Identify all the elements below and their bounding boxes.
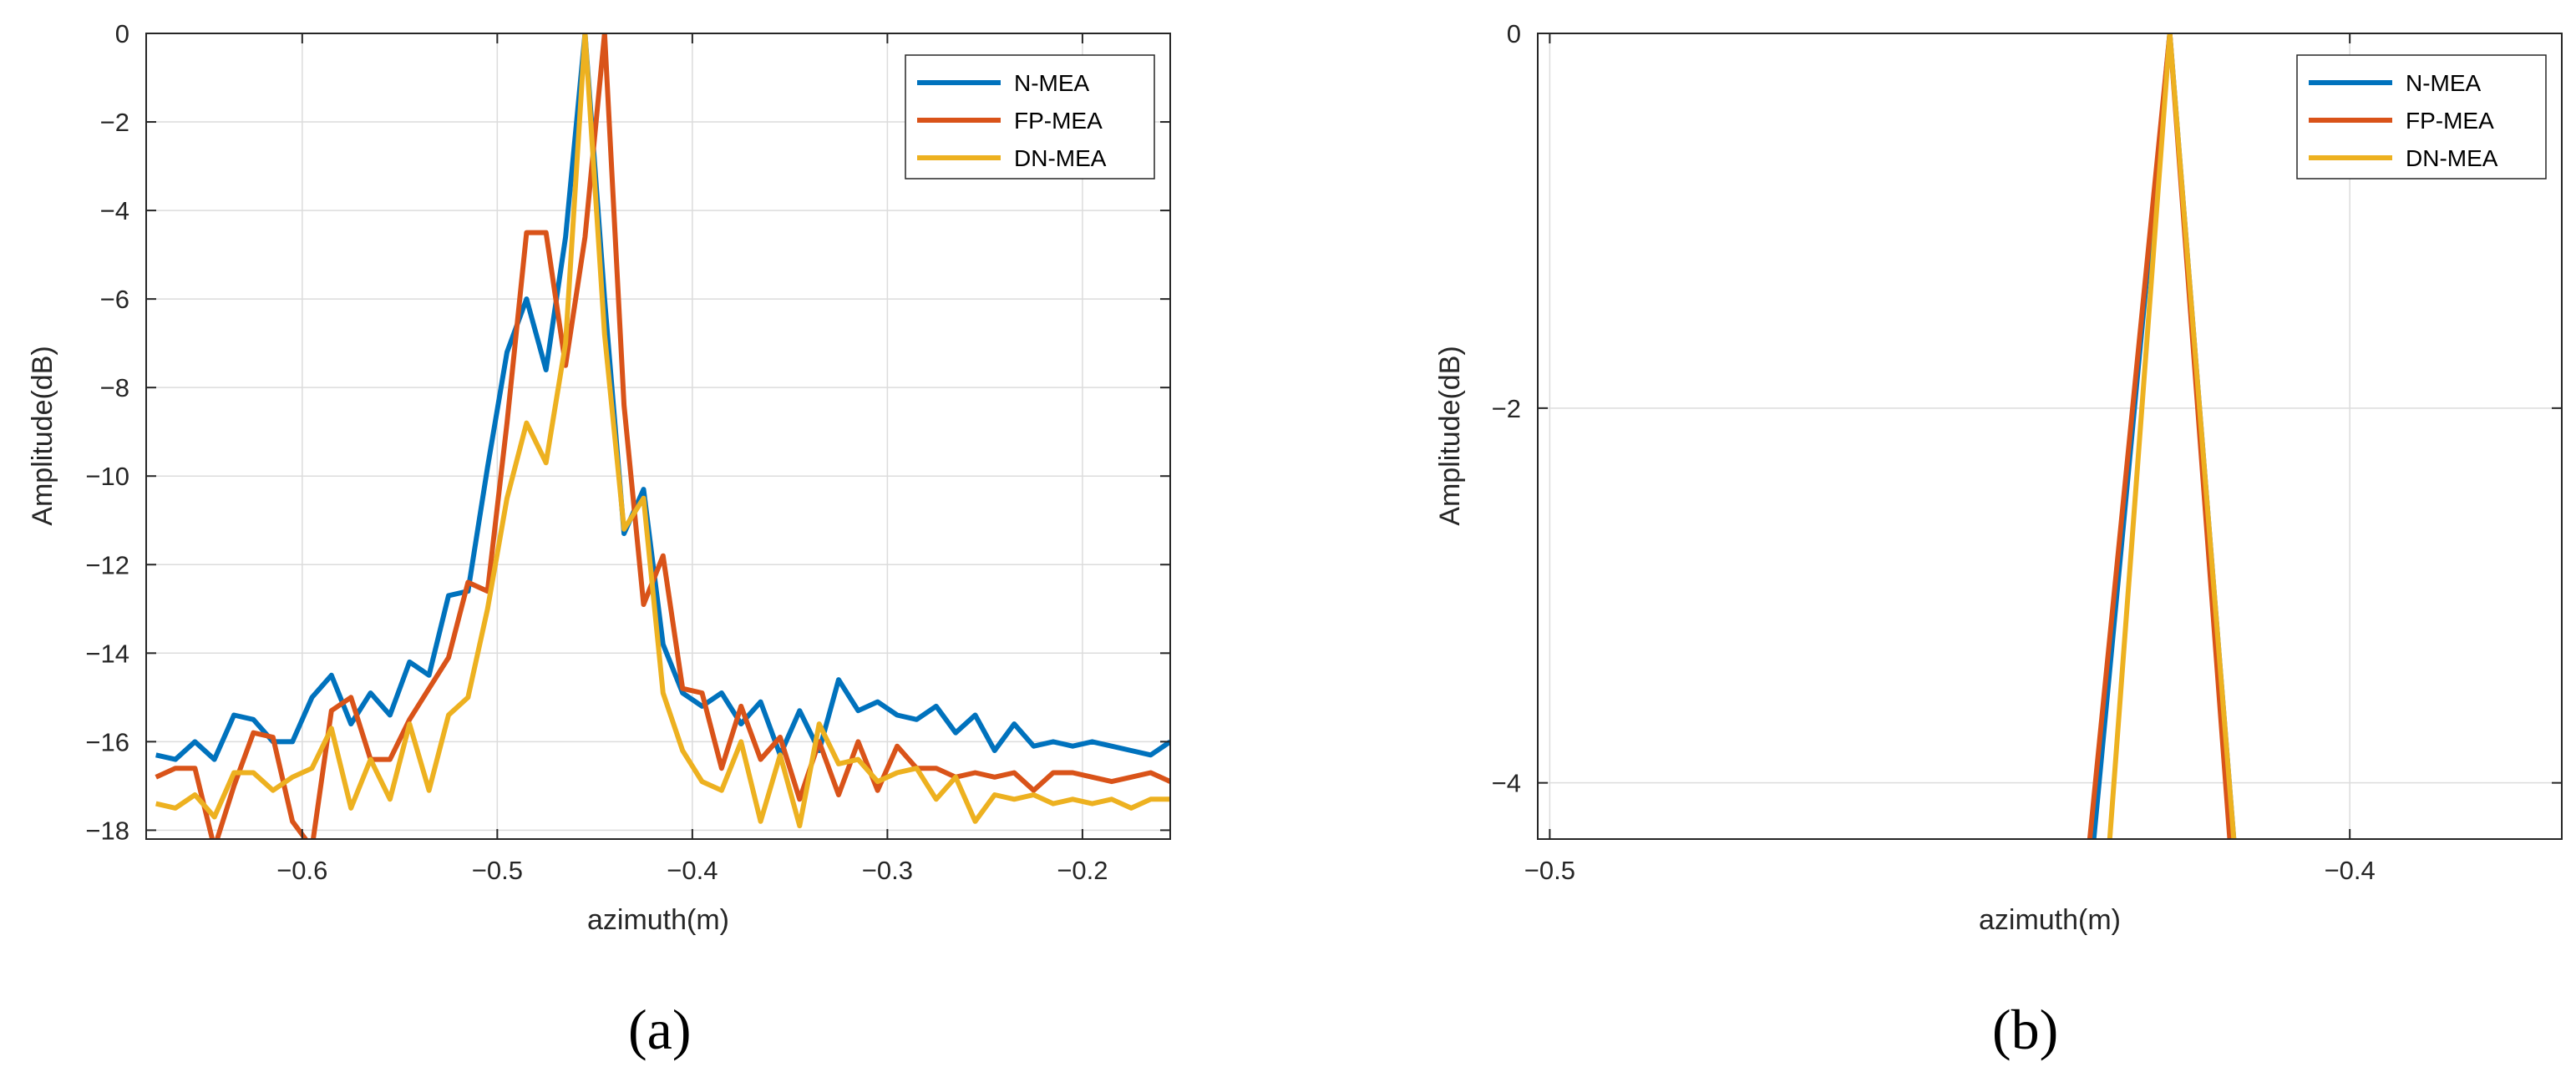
- x-tick-label: −0.3: [862, 856, 913, 885]
- y-tick-label: −16: [85, 727, 129, 756]
- x-tick-label: −0.6: [276, 856, 327, 885]
- x-tick-label: −0.4: [667, 856, 718, 885]
- series-lines-b: [2087, 33, 2237, 839]
- chart-panel-a: −0.6 −0.5 −0.4 −0.3 −0.2 0 −2 −4 −6 −8 −10 −12 −14 −1…: [27, 19, 1171, 1061]
- series-group: [155, 33, 1170, 839]
- y-tick-label: −14: [85, 639, 129, 668]
- y-tick-label: −10: [85, 462, 129, 491]
- y-tick-label: −4: [100, 196, 129, 225]
- legend-b: N-MEA FP-MEA DN-MEA: [2296, 54, 2547, 180]
- y-tick-label: 0: [1507, 19, 1521, 48]
- y-tick-label: 0: [115, 19, 129, 48]
- axes-box-a: [145, 33, 1171, 840]
- y-tick-label: −12: [85, 550, 129, 579]
- y-tick-label: −8: [100, 373, 129, 402]
- y-tick-label: −6: [100, 285, 129, 314]
- legend-label-n-mea-a: N-MEA: [1014, 70, 1090, 96]
- series-line-fp-mea: [155, 33, 1170, 839]
- tick-labels-b: −0.5 −0.4 0 −2 −4: [1492, 19, 2376, 885]
- series-line-n-mea: [155, 33, 1170, 762]
- legend-a: N-MEA FP-MEA DN-MEA: [905, 54, 1155, 180]
- x-tick-label: −0.2: [1057, 856, 1108, 885]
- y-tick-label: −2: [100, 108, 129, 137]
- tick-labels-a: −0.6 −0.5 −0.4 −0.3 −0.2 0 −2 −4 −6 −8 −10 −12 −14 −1…: [85, 19, 1108, 885]
- x-tick-label: −0.5: [472, 856, 523, 885]
- series-line-fp-mea: [2087, 33, 2233, 839]
- y-tick-label: −4: [1492, 769, 1521, 798]
- series-line-dn-mea: [2107, 33, 2237, 839]
- axes-box-b: [1537, 33, 2563, 840]
- x-axis-label-a: azimuth(m): [587, 904, 729, 936]
- panel-label-a: (a): [628, 998, 691, 1061]
- legend-label-fp-mea-b: FP-MEA: [2406, 108, 2494, 134]
- y-axis-label-b: Amplitude(dB): [1434, 346, 1466, 525]
- x-tick-label: −0.5: [1524, 856, 1575, 885]
- x-axis-label-b: azimuth(m): [1979, 904, 2121, 936]
- series-line-dn-mea: [155, 33, 1170, 829]
- y-tick-label: −2: [1492, 394, 1521, 423]
- y-axis-label-a: Amplitude(dB): [27, 346, 58, 525]
- gridlines-a: [146, 33, 1170, 839]
- chart-panel-b: −0.5 −0.4 0 −2 −4 azimuth(m) Amplitude(dB) N…: [1434, 19, 2563, 1061]
- legend-label-dn-mea-b: DN-MEA: [2406, 145, 2498, 171]
- series-group: [2087, 33, 2237, 839]
- x-tick-label: −0.4: [2325, 856, 2376, 885]
- tick-marks-a: [146, 33, 1170, 839]
- tick-marks-b: [1538, 33, 2562, 839]
- legend-label-fp-mea-a: FP-MEA: [1014, 108, 1103, 134]
- panel-label-b: (b): [1992, 998, 2058, 1061]
- y-tick-label: −18: [85, 816, 129, 845]
- series-lines-a: [155, 33, 1170, 839]
- legend-label-dn-mea-a: DN-MEA: [1014, 145, 1107, 171]
- legend-label-n-mea-b: N-MEA: [2406, 70, 2482, 96]
